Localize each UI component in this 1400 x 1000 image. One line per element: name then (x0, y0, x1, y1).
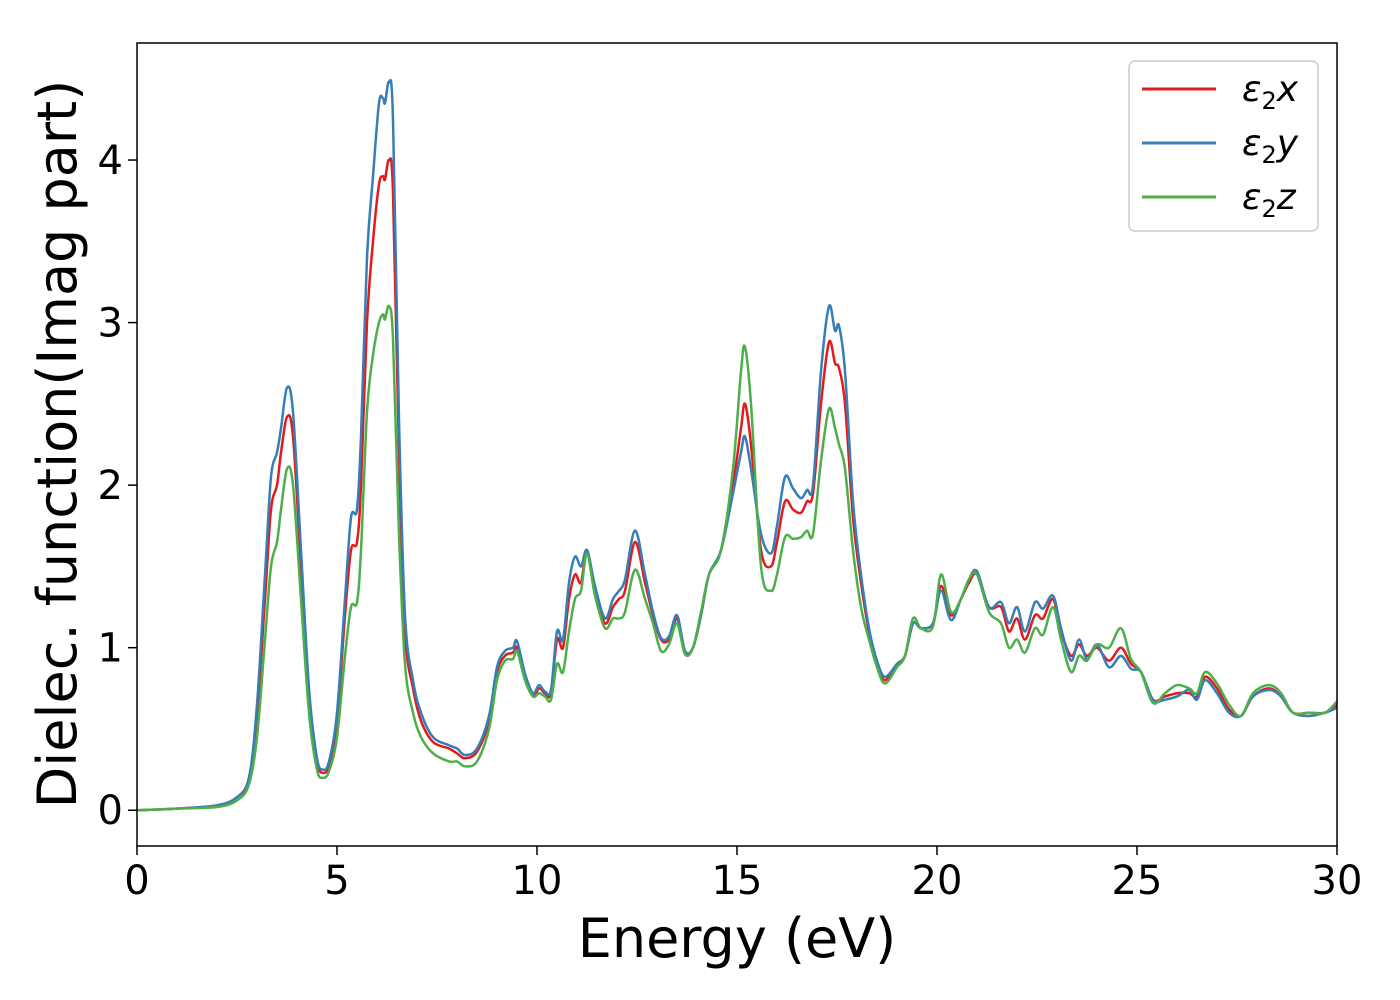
y-tick-label: 4 (98, 138, 123, 184)
x-tick-label: 10 (512, 858, 563, 904)
y-tick-label: 3 (98, 301, 123, 347)
legend-entry-z: ε2z (1242, 177, 1297, 223)
x-tick-label: 0 (124, 858, 149, 904)
series-layer (136, 78, 1338, 812)
legend-frame (1128, 60, 1319, 232)
y-tick-label: 2 (98, 463, 123, 509)
series-line-z (136, 304, 1338, 812)
series-line-x (136, 157, 1338, 812)
y-axis-label: Dielec. function(Imag part) (26, 80, 89, 809)
x-tick-label: 20 (912, 858, 963, 904)
ticks-layer: 0 5 10 15 20 25 30 0 1 2 3 4 (98, 138, 1363, 904)
y-tick-label: 0 (98, 788, 123, 834)
legend-entry-y: ε2y (1242, 123, 1299, 169)
x-axis-label: Energy (eV) (578, 907, 897, 970)
y-tick-label: 1 (98, 626, 123, 672)
x-tick-label: 15 (712, 858, 763, 904)
x-tick-label: 5 (324, 858, 349, 904)
legend: ε2x ε2y ε2z (1128, 60, 1319, 232)
legend-entry-x: ε2x (1242, 69, 1299, 115)
x-tick-label: 25 (1112, 858, 1163, 904)
x-tick-label: 30 (1312, 858, 1363, 904)
